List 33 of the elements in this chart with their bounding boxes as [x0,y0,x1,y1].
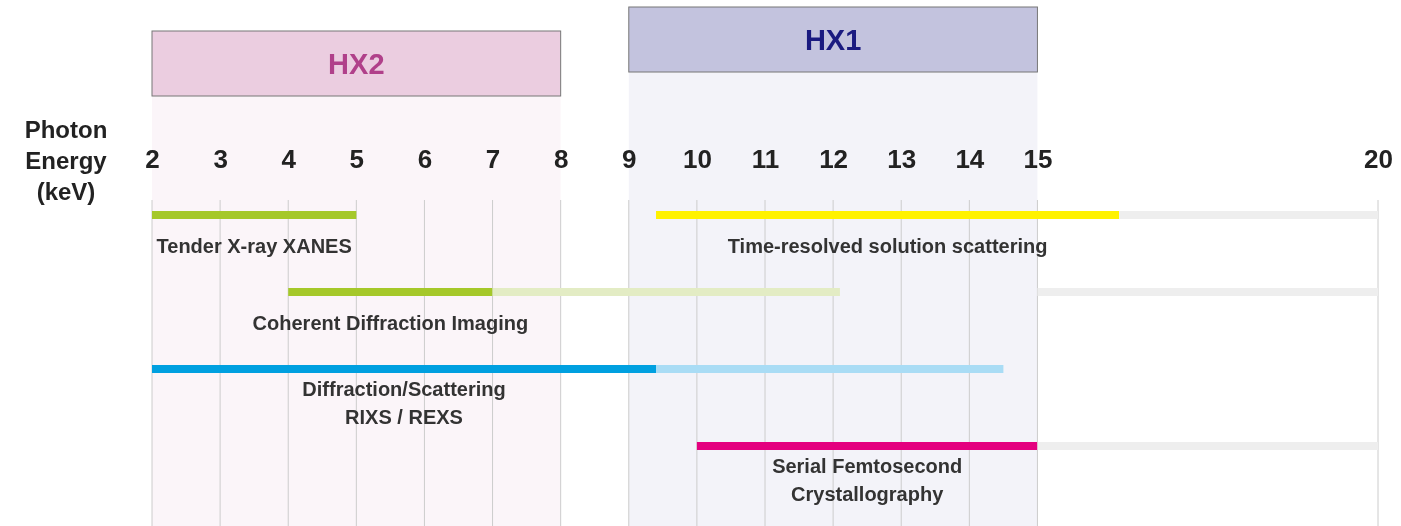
x-tick-label: 20 [1364,144,1393,174]
bar [288,288,493,296]
x-tick-label: 3 [213,144,228,174]
x-tick-label: 12 [819,144,849,174]
x-tick-label: 4 [281,144,297,174]
x-tick-label: 9 [622,144,637,174]
annotation: Serial Femtosecond Crystallography [772,455,963,505]
annotation: Diffraction/Scattering RIXS / REXS [302,378,506,428]
x-tick-label: 5 [349,144,365,174]
x-tick-label: 15 [1023,144,1053,174]
x-tick-label: 11 [751,144,780,174]
bar [1119,211,1378,219]
x-tick-label: 8 [553,144,569,174]
x-tick-label: 14 [955,144,985,174]
bar [656,365,1004,373]
annotation: Tender X-ray XANES [156,235,352,257]
bar [1037,442,1378,450]
annotation: Coherent Diffraction Imaging [252,312,529,334]
bar [492,288,840,296]
band-label: HX1 [804,23,862,56]
x-tick-label: 6 [417,144,433,174]
x-tick-label: 13 [887,144,917,174]
bar [152,365,657,373]
x-tick-label: 7 [485,144,501,174]
x-axis-title: Photon Energy (keV) [24,116,108,205]
annotation: Time-resolved solution scattering [727,235,1048,257]
bar [696,442,1038,450]
bar [152,211,357,219]
bar [1037,288,1378,296]
bar [656,211,1120,219]
band-label: HX2 [328,47,385,80]
x-tick-label: 2 [145,144,160,174]
x-tick-label: 10 [682,144,712,174]
